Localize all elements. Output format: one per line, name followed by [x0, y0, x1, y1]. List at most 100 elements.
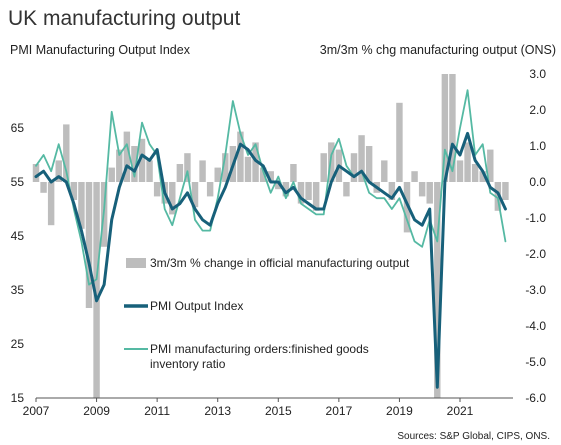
right-tick-label: -3.0: [525, 283, 546, 297]
bar: [320, 153, 327, 182]
bar: [267, 171, 274, 182]
x-tick-labels: 2007 2009 2011 2013 2015 2017 2019 2021: [23, 398, 474, 418]
bar: [343, 182, 350, 197]
bar: [441, 74, 449, 182]
bar: [418, 182, 426, 197]
bar: [123, 131, 131, 182]
right-tick-labels: 3.0 2.0 1.0 0.0 -1.0 -2.0 -3.0 -4.0 -5.0 -6.0: [525, 67, 546, 405]
right-tick-label: -5.0: [525, 355, 546, 369]
left-tick-label: 35: [11, 283, 25, 297]
legend-label-orders-ratio: PMI manufacturing orders:finished goods …: [150, 342, 372, 371]
bar: [388, 182, 396, 200]
right-tick-label: -4.0: [525, 319, 546, 333]
bar: [456, 160, 464, 182]
left-tick-label: 55: [11, 175, 25, 189]
bar: [40, 182, 47, 193]
bar: [138, 138, 146, 182]
bar: [358, 135, 365, 182]
x-tick-label: 2021: [447, 404, 474, 418]
bar: [47, 182, 55, 226]
bar: [116, 149, 123, 182]
x-tick-label: 2015: [265, 404, 292, 418]
bar: [426, 182, 433, 204]
bar: [350, 153, 358, 182]
bar: [85, 182, 93, 308]
bar: [282, 182, 290, 197]
source-note: Sources: S&P Global, CIPS, ONS.: [397, 431, 550, 442]
right-tick-label: -1.0: [525, 211, 546, 225]
left-tick-label: 45: [11, 229, 25, 243]
legend-swatch-bars: [126, 258, 146, 268]
bar: [184, 153, 191, 182]
orders-ratio-line: [35, 89, 507, 286]
bar: [403, 182, 411, 233]
bar: [328, 142, 335, 182]
legend-label-bars: 3m/3m % change in official manufacturing…: [150, 256, 410, 270]
bar: [365, 146, 373, 182]
bar: [131, 146, 138, 182]
bar: [312, 182, 320, 211]
bar: [206, 182, 214, 197]
bar: [78, 182, 85, 229]
lines-layer: [34, 89, 507, 389]
bar: [411, 171, 418, 182]
bar: [479, 171, 486, 182]
bar: [502, 182, 509, 200]
bar: [297, 182, 305, 204]
bar: [494, 182, 502, 211]
bar: [63, 124, 70, 182]
left-axis-title: PMI Manufacturing Output Index: [10, 43, 191, 57]
x-tick-label: 2013: [204, 404, 231, 418]
bar: [464, 142, 471, 182]
left-tick-label: 65: [11, 121, 25, 135]
bar: [93, 182, 100, 398]
bar: [55, 160, 62, 182]
right-tick-label: -2.0: [525, 247, 546, 261]
bar: [381, 160, 388, 182]
bar: [169, 182, 176, 215]
right-tick-label: 0.0: [529, 175, 546, 189]
bar: [244, 156, 252, 182]
x-tick-label: 2019: [386, 404, 413, 418]
legend-label-orders-ratio-line1: PMI manufacturing orders:finished goods: [150, 342, 369, 356]
x-tick-label: 2017: [326, 404, 353, 418]
bar: [176, 164, 184, 182]
bar: [146, 160, 153, 182]
x-tick-label: 2011: [144, 404, 170, 418]
x-tick-label: 2007: [23, 404, 50, 418]
right-tick-label: 3.0: [529, 67, 546, 81]
bar: [222, 153, 229, 182]
bar: [487, 149, 494, 182]
legend-label-orders-ratio-line2: inventory ratio: [150, 357, 226, 371]
left-tick-label: 15: [11, 391, 25, 405]
bar: [275, 182, 282, 190]
right-tick-label: 2.0: [529, 103, 546, 117]
left-tick-label: 25: [11, 337, 25, 351]
pmi-output-line: [34, 131, 507, 389]
right-axis-title: 3m/3m % chg manufacturing output (ONS): [320, 43, 556, 57]
right-tick-label: -6.0: [525, 391, 546, 405]
bar: [237, 131, 244, 182]
bar: [290, 164, 297, 182]
bar: [191, 182, 199, 208]
left-tick-labels: 15 25 35 45 55 65: [11, 121, 25, 405]
bar: [471, 164, 479, 182]
legend-label-pmi-output: PMI Output Index: [150, 299, 243, 313]
bar: [70, 182, 78, 200]
bar: [396, 102, 403, 182]
bar: [32, 164, 40, 182]
bar: [153, 182, 161, 197]
x-tick-label: 2009: [83, 404, 110, 418]
bar: [199, 160, 206, 182]
bar: [305, 182, 312, 200]
bar: [434, 182, 441, 398]
bar: [449, 74, 456, 182]
right-tick-label: 1.0: [529, 139, 546, 153]
legend: 3m/3m % change in official manufacturing…: [124, 256, 410, 371]
bar: [108, 167, 115, 182]
chart-title: UK manufacturing output: [8, 7, 240, 30]
bar: [259, 167, 267, 182]
bar: [214, 167, 221, 182]
